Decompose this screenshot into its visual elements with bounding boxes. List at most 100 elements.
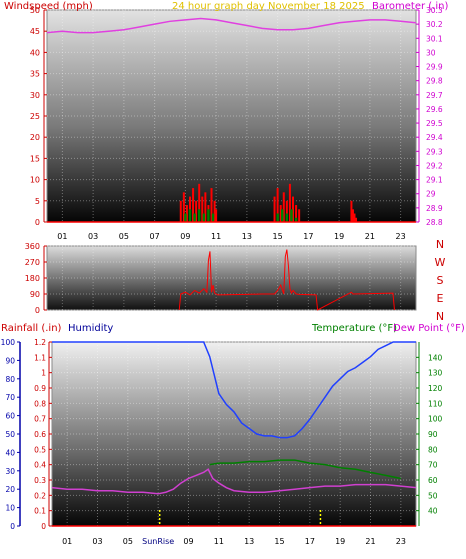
temperature-plot-area bbox=[51, 341, 417, 527]
barometer-tick-label: 29.5 bbox=[426, 119, 443, 128]
barometer-tick-label: 30.3 bbox=[426, 6, 443, 15]
rainfall-tick-label: 0 bbox=[41, 522, 46, 531]
humidity-tick-label: 50 bbox=[5, 430, 15, 439]
rainfall-tick-label: 0.8 bbox=[34, 399, 46, 408]
windspeed-tick-label: 40 bbox=[30, 48, 40, 57]
temperature-x-axis: 01 03 05 SunRise 09 11 13 15 17 19 21 23 bbox=[62, 537, 406, 546]
direction-axis: 0 90 180 270 360 bbox=[25, 242, 47, 315]
temperature-tick-label: 40 bbox=[428, 507, 438, 516]
wind-x-tick-label: 17 bbox=[303, 232, 313, 241]
humidity-tick-label: 20 bbox=[5, 485, 15, 494]
barometer-axis: 28.8 28.9 29 29.1 29.2 29.3 29.4 29.5 29.6 29.7 29… bbox=[416, 6, 443, 227]
temperature-axis: 40 50 60 70 80 90 100 110 120 130 140 bbox=[416, 342, 443, 526]
barometer-tick-label: 28.8 bbox=[426, 218, 443, 227]
direction-plot-area bbox=[46, 245, 417, 311]
barometer-tick-label: 30.2 bbox=[426, 20, 443, 29]
temperature-x-tick-label: SunRise bbox=[142, 537, 174, 546]
direction-tick-label: 0 bbox=[35, 306, 40, 315]
temperature-tick-label: 90 bbox=[428, 430, 438, 439]
direction-tick-label: 180 bbox=[25, 274, 40, 283]
dewpoint-line bbox=[51, 468, 417, 495]
wind-x-tick-label: 19 bbox=[334, 232, 344, 241]
windspeed-tick-label: 30 bbox=[30, 91, 40, 100]
barometer-title: Barometer (.in) bbox=[372, 1, 448, 12]
wind-x-tick-label: 03 bbox=[88, 232, 98, 241]
barometer-tick-label: 29.9 bbox=[426, 63, 443, 72]
barometer-line bbox=[46, 17, 417, 34]
windspeed-tick-label: 15 bbox=[30, 154, 40, 163]
temperature-tick-label: 80 bbox=[428, 445, 438, 454]
wind-x-tick-label: 11 bbox=[211, 232, 221, 241]
humidity-tick-label: 60 bbox=[5, 412, 15, 421]
windspeed-tick-label: 10 bbox=[30, 176, 40, 185]
rainfall-tick-label: 0.1 bbox=[34, 507, 46, 516]
barometer-tick-label: 29.2 bbox=[426, 161, 443, 170]
barometer-tick-label: 28.9 bbox=[426, 204, 443, 213]
wind-series bbox=[46, 17, 417, 222]
temperature-x-tick-label: 11 bbox=[214, 537, 224, 546]
wind-x-tick-label: 15 bbox=[273, 232, 283, 241]
temperature-x-tick-label: 21 bbox=[365, 537, 375, 546]
humidity-tick-label: 70 bbox=[5, 393, 15, 402]
temperature-humidity-panel: 00.10.20.30.40.50.60.70.80.911.11.2 0102… bbox=[1, 323, 465, 546]
barometer-tick-label: 29.1 bbox=[426, 176, 443, 185]
wind-grid bbox=[47, 9, 416, 223]
rainfall-tick-label: 0.3 bbox=[34, 476, 46, 485]
temperature-tick-label: 70 bbox=[428, 461, 438, 470]
humidity-axis: 0 10 20 30 40 50 60 70 80 90 100 bbox=[1, 338, 21, 531]
wind-x-tick-label: 09 bbox=[180, 232, 190, 241]
temperature-x-tick-label: 15 bbox=[274, 537, 284, 546]
temperature-grid bbox=[52, 341, 416, 527]
temperature-series bbox=[51, 341, 417, 527]
windspeed-tick-label: 25 bbox=[30, 112, 40, 121]
wind-plot-area bbox=[46, 9, 417, 223]
barometer-tick-label: 29.6 bbox=[426, 105, 443, 114]
humidity-title: Humidity bbox=[68, 323, 113, 334]
barometer-tick-label: 29.8 bbox=[426, 77, 443, 86]
windspeed-axis: 0 5 10 15 20 25 30 35 40 45 50 bbox=[30, 6, 47, 227]
temperature-title: Temperature (°F) bbox=[311, 323, 397, 334]
rainfall-axis: 0 0.1 0.2 0.3 0.4 0.5 0.6 0.7 0.8 0.9 1 1.1 1.2 bbox=[34, 338, 52, 531]
rainfall-tick-label: 0.7 bbox=[34, 415, 46, 424]
humidity-tick-label: 80 bbox=[5, 375, 15, 384]
direction-series bbox=[178, 249, 395, 311]
wind-x-tick-label: 07 bbox=[150, 232, 160, 241]
barometer-tick-label: 29.7 bbox=[426, 91, 443, 100]
temperature-x-tick-label: 19 bbox=[335, 537, 345, 546]
wind-x-axis: 01 03 05 07 09 11 13 15 17 19 21 23 bbox=[57, 232, 405, 241]
temperature-x-tick-label: 09 bbox=[183, 537, 193, 546]
dewpoint-title: Dew Point (°F) bbox=[393, 323, 465, 334]
compass-label: E bbox=[437, 292, 444, 305]
humidity-tick-label: 30 bbox=[5, 467, 15, 476]
humidity-tick-label: 0 bbox=[10, 522, 15, 531]
compass-label: N bbox=[436, 238, 444, 251]
temperature-tick-label: 110 bbox=[428, 399, 443, 408]
windspeed-tick-label: 20 bbox=[30, 133, 40, 142]
temperature-x-tick-label: 03 bbox=[92, 537, 102, 546]
wind-x-tick-label: 23 bbox=[396, 232, 406, 241]
temperature-tick-label: 140 bbox=[428, 353, 443, 362]
rainfall-tick-label: 1.2 bbox=[34, 338, 46, 347]
direction-tick-label: 360 bbox=[25, 242, 40, 251]
barometer-tick-label: 29.4 bbox=[426, 133, 443, 142]
rainfall-tick-label: 0.5 bbox=[34, 445, 46, 454]
rainfall-tick-label: 0.9 bbox=[34, 384, 46, 393]
compass-label: N bbox=[436, 310, 444, 323]
windspeed-title: Windspeed (mph) bbox=[4, 1, 93, 12]
direction-tick-label: 270 bbox=[25, 258, 40, 267]
temperature-x-tick-label: 05 bbox=[123, 537, 133, 546]
humidity-line bbox=[52, 341, 416, 439]
temperature-tick-label: 50 bbox=[428, 491, 438, 500]
barometer-tick-label: 29 bbox=[426, 190, 436, 199]
humidity-tick-label: 90 bbox=[5, 356, 15, 365]
windspeed-tick-label: 45 bbox=[30, 27, 40, 36]
graph-title: 24 hour graph day November 18 2025 bbox=[172, 1, 365, 12]
compass-label: W bbox=[435, 256, 446, 269]
temperature-tick-label: 60 bbox=[428, 476, 438, 485]
wind-x-tick-label: 05 bbox=[119, 232, 129, 241]
